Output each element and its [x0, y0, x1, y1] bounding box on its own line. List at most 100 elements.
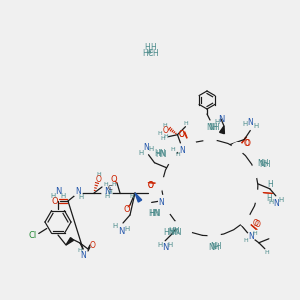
Text: NH: NH — [210, 242, 222, 251]
Circle shape — [249, 166, 261, 178]
Circle shape — [159, 195, 169, 206]
Text: O: O — [179, 130, 185, 139]
Text: N: N — [104, 187, 110, 196]
Circle shape — [232, 143, 244, 155]
Text: H: H — [108, 190, 112, 194]
Text: H: H — [253, 231, 257, 236]
Text: O: O — [244, 139, 250, 148]
Text: H: H — [278, 197, 284, 203]
Circle shape — [247, 233, 255, 241]
Text: H: H — [162, 123, 167, 128]
Circle shape — [178, 144, 188, 154]
Text: H: H — [175, 152, 180, 157]
Text: H: H — [112, 223, 118, 229]
Text: H: H — [163, 134, 168, 139]
Polygon shape — [220, 126, 224, 134]
Text: H: H — [183, 121, 188, 126]
Circle shape — [251, 190, 263, 202]
Circle shape — [210, 231, 219, 240]
Text: O: O — [147, 181, 153, 190]
Text: N: N — [180, 146, 185, 155]
Circle shape — [241, 216, 250, 225]
Text: H: H — [266, 194, 272, 203]
Text: H: H — [167, 242, 173, 248]
Text: O: O — [52, 196, 58, 206]
Text: H: H — [142, 49, 148, 58]
Text: O: O — [253, 219, 259, 228]
Text: O: O — [96, 176, 102, 184]
Circle shape — [156, 178, 168, 190]
Circle shape — [158, 179, 167, 188]
Text: O: O — [147, 181, 153, 190]
Circle shape — [233, 144, 242, 153]
Text: N: N — [218, 115, 224, 124]
Text: N: N — [248, 232, 254, 241]
Circle shape — [250, 167, 260, 176]
Text: N: N — [158, 198, 164, 207]
Text: H: H — [78, 248, 82, 253]
Text: HN: HN — [164, 228, 175, 237]
Text: H: H — [50, 193, 56, 199]
Circle shape — [182, 225, 190, 234]
Circle shape — [175, 220, 184, 229]
Text: HN: HN — [154, 149, 166, 158]
Circle shape — [168, 154, 177, 163]
Text: N: N — [248, 118, 253, 127]
Text: H: H — [160, 136, 165, 141]
Circle shape — [166, 152, 178, 164]
Text: H: H — [267, 180, 273, 189]
Circle shape — [162, 204, 171, 213]
Text: NH: NH — [260, 160, 271, 169]
Text: O: O — [244, 139, 250, 148]
Text: O: O — [111, 175, 117, 184]
Text: H: H — [124, 226, 130, 232]
Text: N: N — [55, 188, 61, 196]
Text: H: H — [103, 182, 108, 188]
Text: HN: HN — [155, 150, 167, 159]
Circle shape — [180, 224, 192, 236]
Text: O: O — [90, 242, 96, 250]
Text: H: H — [268, 199, 273, 205]
Text: H: H — [97, 172, 101, 178]
Text: H: H — [157, 131, 162, 136]
Text: H: H — [104, 193, 110, 199]
Text: O: O — [255, 220, 261, 229]
Text: O: O — [179, 130, 185, 139]
Text: NH: NH — [208, 243, 220, 252]
Polygon shape — [66, 238, 74, 245]
Text: H: H — [139, 150, 144, 156]
Text: H: H — [112, 182, 116, 187]
Text: H: H — [152, 49, 158, 58]
Circle shape — [253, 192, 262, 201]
Text: HN: HN — [168, 227, 180, 236]
Text: N: N — [162, 243, 168, 252]
Text: H: H — [254, 124, 259, 130]
Text: N: N — [144, 143, 149, 152]
Text: NH: NH — [206, 124, 218, 133]
Text: H: H — [243, 122, 248, 128]
Circle shape — [240, 214, 252, 226]
Circle shape — [184, 139, 196, 151]
Text: N: N — [273, 199, 279, 208]
Text: NH: NH — [257, 159, 269, 168]
Text: H: H — [60, 193, 66, 199]
Circle shape — [185, 140, 194, 149]
Circle shape — [160, 202, 172, 214]
Text: HN: HN — [149, 209, 160, 218]
Text: H: H — [265, 250, 269, 255]
Text: NH: NH — [208, 124, 220, 133]
Polygon shape — [135, 193, 142, 202]
Text: HN: HN — [150, 209, 161, 218]
Circle shape — [74, 189, 82, 197]
Text: H: H — [158, 242, 163, 248]
Text: H: H — [244, 238, 248, 243]
Text: H: H — [150, 43, 156, 52]
Text: HN: HN — [170, 228, 182, 237]
Text: H: H — [130, 194, 134, 199]
Circle shape — [206, 136, 214, 145]
Text: N: N — [80, 250, 86, 260]
Text: N: N — [118, 226, 124, 236]
Text: O: O — [163, 126, 168, 135]
Text: H: H — [78, 194, 84, 200]
Circle shape — [208, 230, 220, 242]
